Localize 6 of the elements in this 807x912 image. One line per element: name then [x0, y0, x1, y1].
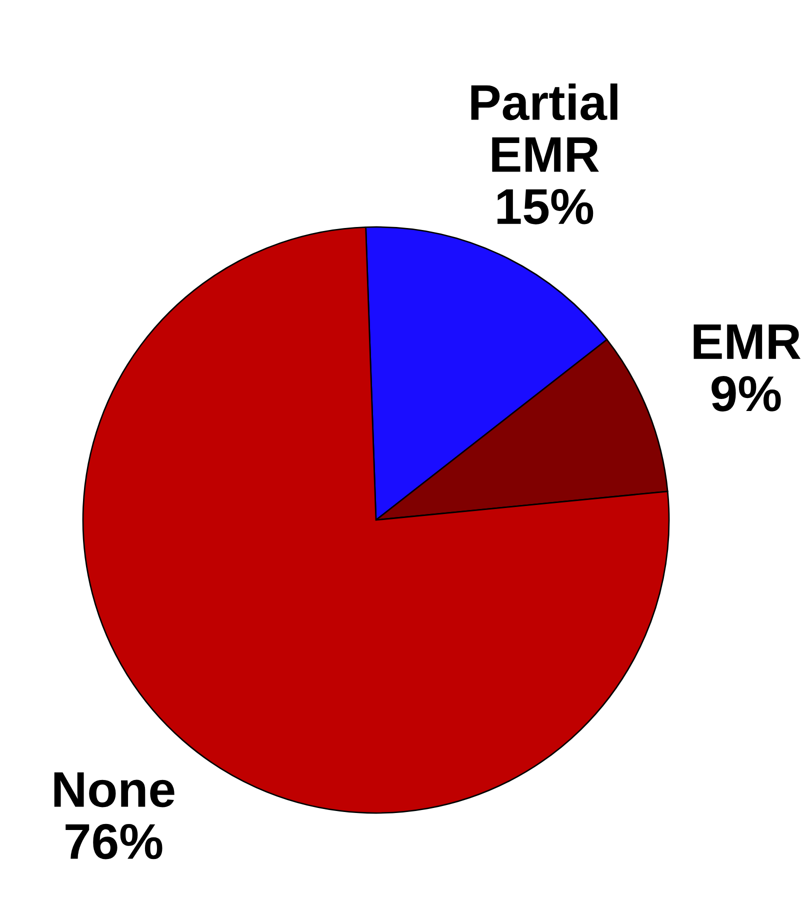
data-label: 9% [712, 376, 781, 412]
data-label: 76% [66, 824, 162, 860]
slice-label: None [54, 772, 174, 808]
slice-label: Partial EMR [471, 84, 618, 172]
slice-label: EMR [694, 324, 801, 359]
data-label: 15% [498, 189, 594, 224]
